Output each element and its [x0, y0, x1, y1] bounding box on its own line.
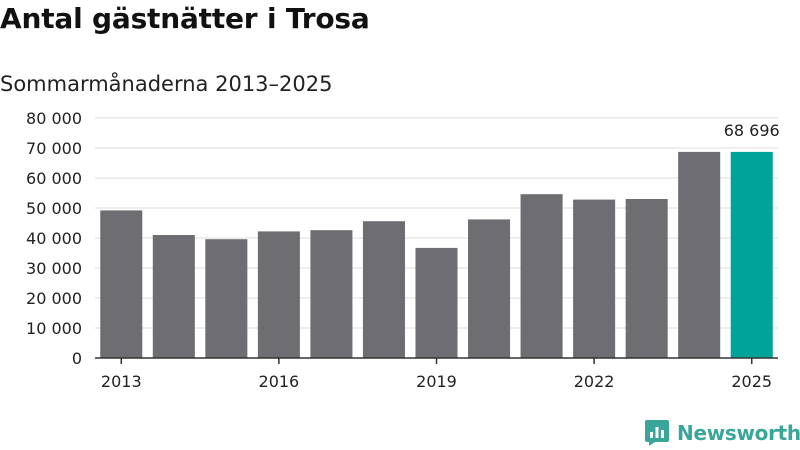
x-tick-label: 2019: [416, 372, 457, 391]
bar: [152, 235, 195, 358]
bar: [100, 210, 143, 358]
bar-chart-speech-bubble-icon: [645, 420, 669, 446]
data-label: 68 696: [724, 121, 780, 140]
x-tick-label: 2022: [574, 372, 615, 391]
bar: [310, 230, 353, 358]
bar: [573, 199, 616, 358]
y-tick-label: 70 000: [26, 139, 82, 158]
chart-subtitle: Sommarmånaderna 2013–2025: [0, 72, 333, 96]
bar: [678, 151, 721, 358]
bar: [625, 199, 668, 358]
bar: [205, 239, 248, 358]
y-tick-label: 30 000: [26, 259, 82, 278]
bar: [415, 247, 458, 358]
bar: [468, 219, 511, 358]
y-tick-label: 80 000: [26, 109, 82, 128]
y-tick-label: 0: [72, 349, 82, 368]
bar: [730, 151, 773, 358]
brand-name: Newsworthy: [677, 421, 800, 445]
brand-logo: Newsworthy: [644, 419, 800, 447]
x-tick-label: 2025: [731, 372, 772, 391]
x-tick-label: 2013: [101, 372, 142, 391]
y-tick-label: 60 000: [26, 169, 82, 188]
bar: [257, 231, 300, 358]
x-tick-label: 2016: [259, 372, 300, 391]
y-tick-label: 40 000: [26, 229, 82, 248]
chart-title: Antal gästnätter i Trosa: [0, 2, 370, 35]
y-tick-label: 10 000: [26, 319, 82, 338]
bar: [362, 221, 405, 358]
bar: [520, 194, 563, 358]
y-tick-label: 50 000: [26, 199, 82, 218]
y-tick-label: 20 000: [26, 289, 82, 308]
